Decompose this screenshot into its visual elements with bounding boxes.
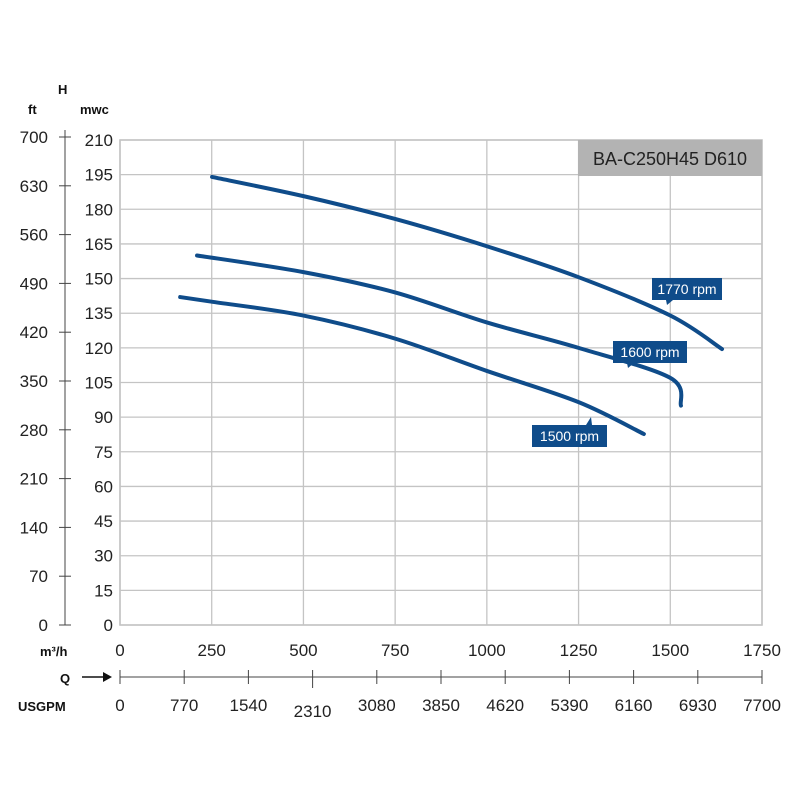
- ft-tick-label: 630: [20, 177, 48, 196]
- axes: 0 250 500 750 1000 1250 1500 175001530456075901…: [20, 128, 781, 721]
- y-tick-label: 105: [85, 374, 113, 393]
- y-tick-label: 15: [94, 581, 113, 600]
- x-unit-bottom: USGPM: [18, 699, 66, 714]
- grid: [119, 139, 763, 626]
- ft-tick-label: 70: [29, 567, 48, 586]
- x-tick-label: 500: [289, 641, 317, 660]
- usgpm-tick-label: 1540: [229, 696, 267, 715]
- series-label-box: [532, 425, 607, 447]
- ft-tick-label: 560: [20, 226, 48, 245]
- y-tick-label: 90: [94, 408, 113, 427]
- series-label-box: [613, 341, 687, 363]
- series-line-1770-rpm: [210, 174, 725, 352]
- title-box: [578, 140, 762, 176]
- y-tick-label: 75: [94, 443, 113, 462]
- y-unit-left: ft: [28, 102, 37, 117]
- y-unit-right: mwc: [80, 102, 109, 117]
- y-tick-label: 210: [85, 131, 113, 150]
- usgpm-tick-label: 3850: [422, 696, 460, 715]
- chart-title: BA-C250H45 D610: [593, 149, 747, 169]
- usgpm-tick-label: 4620: [486, 696, 524, 715]
- x-unit-top: m³/h: [40, 644, 68, 659]
- series-label-pointer: [666, 300, 673, 305]
- series-label: 1600 rpm: [620, 344, 679, 360]
- y-tick-label: 30: [94, 547, 113, 566]
- y-axis-symbol: H: [58, 82, 67, 97]
- x-tick-label: 1750: [743, 641, 781, 660]
- y-tick-label: 165: [85, 235, 113, 254]
- y-tick-label: 150: [85, 270, 113, 289]
- ft-tick-label: 210: [20, 470, 48, 489]
- ft-tick-label: 490: [20, 274, 48, 293]
- series-label: 1770 rpm: [657, 281, 716, 297]
- y-tick-label: 135: [85, 304, 113, 323]
- usgpm-tick-label: 5390: [550, 696, 588, 715]
- x-tick-label: 1500: [651, 641, 689, 660]
- ft-tick-label: 140: [20, 518, 48, 537]
- ft-tick-label: 280: [20, 421, 48, 440]
- usgpm-tick-label: 3080: [358, 696, 396, 715]
- ft-tick-label: 350: [20, 372, 48, 391]
- y-tick-label: 60: [94, 477, 113, 496]
- y-tick-label: 180: [85, 200, 113, 219]
- x-tick-label: 750: [381, 641, 409, 660]
- usgpm-tick-label: 6930: [679, 696, 717, 715]
- usgpm-tick-label: 6160: [615, 696, 653, 715]
- usgpm-tick-label: 2310: [294, 702, 332, 721]
- ft-tick-label: 0: [39, 616, 48, 635]
- series-label-pointer: [586, 417, 592, 425]
- y-tick-label: 120: [85, 339, 113, 358]
- x-tick-label: 1000: [468, 641, 506, 660]
- q-arrow-icon: [103, 672, 112, 682]
- y-tick-label: 195: [85, 166, 113, 185]
- x-axis-symbol: Q: [60, 671, 70, 686]
- y-tick-label: 0: [104, 616, 113, 635]
- x-tick-label: 0: [115, 641, 124, 660]
- ft-tick-label: 700: [20, 128, 48, 147]
- ft-tick-label: 420: [20, 323, 48, 342]
- curves: 1770 rpm 1600 rpm 1500 rpm: [178, 174, 725, 447]
- usgpm-tick-label: 7700: [743, 696, 781, 715]
- x-tick-label: 1250: [560, 641, 598, 660]
- series-line-1500-rpm: [178, 295, 646, 437]
- series-label-box: [652, 278, 722, 300]
- usgpm-tick-label: 770: [170, 696, 198, 715]
- y-tick-label: 45: [94, 512, 113, 531]
- series-label: 1500 rpm: [540, 428, 599, 444]
- usgpm-tick-label: 0: [115, 696, 124, 715]
- series-line-1600-rpm: [195, 253, 684, 408]
- series-label-pointer: [627, 363, 634, 368]
- x-tick-label: 250: [198, 641, 226, 660]
